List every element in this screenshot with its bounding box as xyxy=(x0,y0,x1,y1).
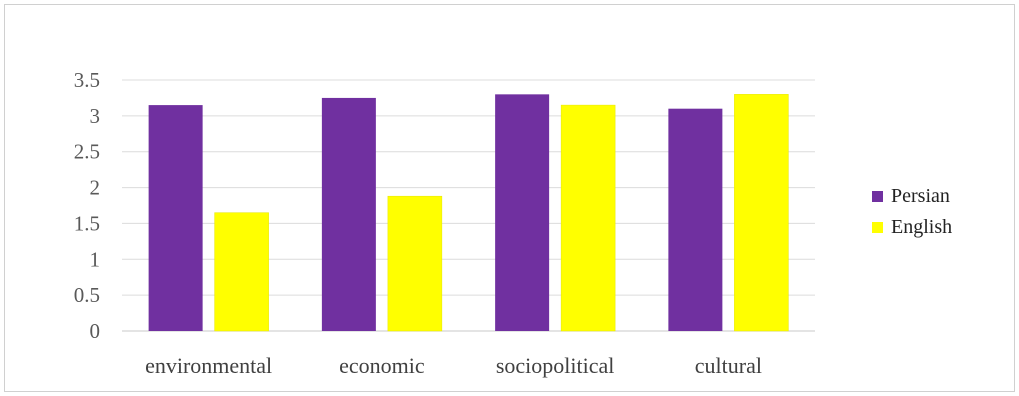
bars xyxy=(148,94,789,332)
legend-label-persian: Persian xyxy=(891,185,950,207)
x-axis-categories: environmental economic sociopolitical cultu… xyxy=(145,353,762,378)
bar-persian-economic xyxy=(321,97,376,331)
y-tick-label: 3 xyxy=(90,104,101,128)
x-category-label: economic xyxy=(339,353,425,378)
y-tick-label: 3.5 xyxy=(74,68,100,92)
y-tick-label: 2.5 xyxy=(74,140,100,164)
x-category-label: sociopolitical xyxy=(496,353,615,378)
y-tick-label: 1 xyxy=(90,247,101,271)
legend-swatch-persian xyxy=(872,191,883,202)
y-tick-label: 0 xyxy=(90,319,101,343)
bar-english-sociopolitical xyxy=(560,104,616,332)
bar-english-environmental xyxy=(214,212,269,332)
x-category-label: cultural xyxy=(695,353,762,378)
y-tick-label: 0.5 xyxy=(74,283,100,307)
bar-persian-environmental xyxy=(148,105,203,331)
y-tick-label: 2 xyxy=(90,176,101,200)
bar-persian-cultural xyxy=(668,108,723,331)
y-tick-label: 1.5 xyxy=(74,211,100,235)
bar-english-cultural xyxy=(734,94,789,332)
legend-swatch-english xyxy=(872,222,883,233)
x-category-label: environmental xyxy=(145,353,272,378)
y-axis-ticks: 0 0.5 1 1.5 2 2.5 3 3.5 xyxy=(74,68,100,343)
legend-label-english: English xyxy=(891,216,952,238)
legend: Persian English xyxy=(872,185,952,238)
bar-english-economic xyxy=(387,195,443,332)
bar-persian-sociopolitical xyxy=(495,94,550,331)
